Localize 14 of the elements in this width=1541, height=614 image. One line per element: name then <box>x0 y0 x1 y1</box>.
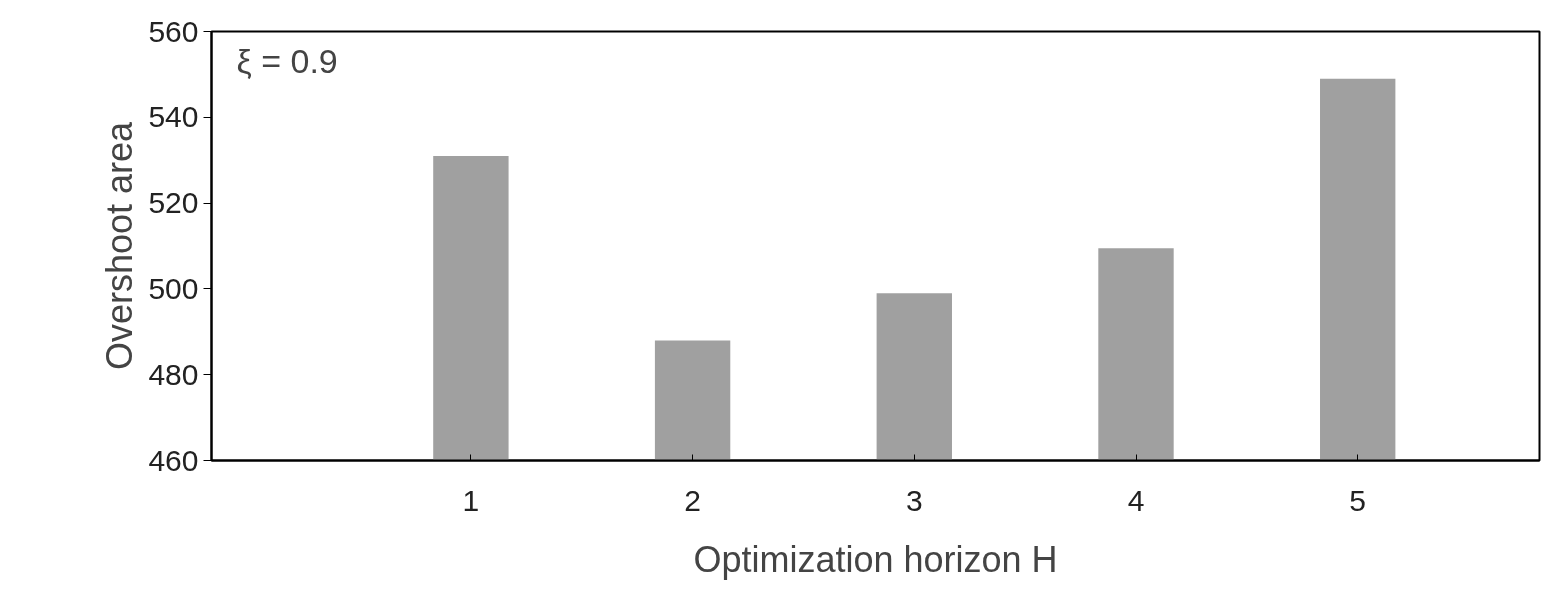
y-tick-label: 520 <box>148 186 199 220</box>
y-tick-label: 560 <box>148 14 199 48</box>
y-tick-label: 480 <box>148 357 199 391</box>
x-tick-label: 4 <box>1127 483 1145 517</box>
x-axis-title: Optimization horizon H <box>693 538 1058 580</box>
annotation: ξ = 0.9 <box>236 41 338 80</box>
x-tick-label: 5 <box>1349 483 1367 517</box>
y-tick-label: 460 <box>148 443 199 477</box>
y-tick-label: 500 <box>148 271 199 305</box>
x-tick-label: 1 <box>462 483 480 517</box>
y-axis-title: Overshoot area <box>99 120 141 371</box>
x-tick-label: 3 <box>905 483 923 517</box>
y-tick-label: 540 <box>148 100 199 134</box>
x-tick-label: 2 <box>684 483 701 517</box>
